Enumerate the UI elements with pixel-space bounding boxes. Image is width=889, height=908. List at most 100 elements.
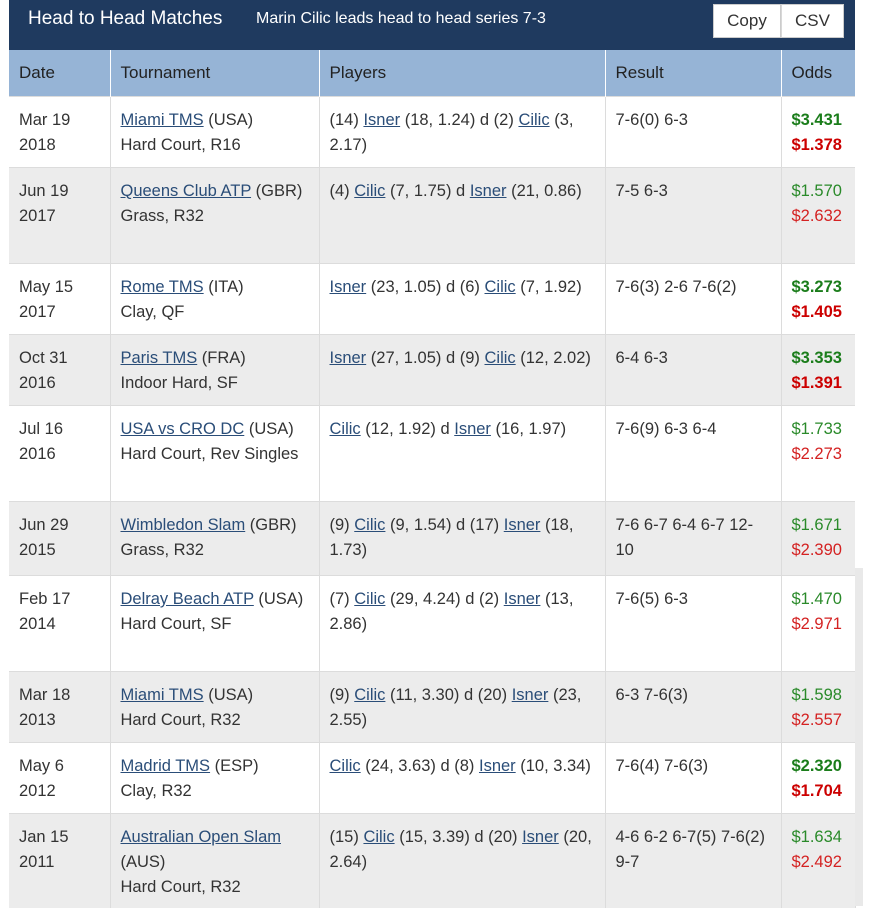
table-row: Mar 18 2013 Miami TMS (USA) Hard Court, R32…	[9, 671, 856, 743]
odds-winner: $1.733	[791, 420, 842, 438]
tournament-link[interactable]: Miami TMS	[120, 111, 204, 129]
date-year: 2016	[19, 374, 56, 392]
tournament-link[interactable]: USA vs CRO DC	[120, 420, 245, 438]
tournament-link[interactable]: Australian Open Slam	[120, 828, 282, 846]
cell-tournament: Miami TMS (USA) Hard Court, R32	[110, 671, 320, 743]
player1-link[interactable]: Cilic	[354, 182, 386, 200]
cell-tournament: Australian Open Slam (AUS) Hard Court, R3…	[110, 813, 320, 908]
player2-link[interactable]: Cilic	[484, 278, 516, 296]
player1-seed: (14)	[329, 111, 364, 129]
col-tournament-header[interactable]: Tournament	[110, 50, 320, 97]
col-odds-header[interactable]: Odds	[781, 50, 856, 97]
cell-date: May 6 2012	[9, 742, 111, 814]
player1-link[interactable]: Cilic	[354, 686, 386, 704]
player2-info: (3, 2.17)	[329, 111, 574, 154]
tournament-surface-round: Hard Court, SF	[120, 615, 232, 633]
col-players-header[interactable]: Players	[319, 50, 606, 97]
odds-loser: $1.378	[791, 136, 842, 154]
player2-link[interactable]: Isner	[454, 420, 491, 438]
player1-link[interactable]: Cilic	[329, 757, 361, 775]
table-row: May 6 2012 Madrid TMS (ESP) Clay, R32 Cilic …	[9, 742, 856, 814]
date-day: May 6	[19, 757, 64, 775]
player2-link[interactable]: Cilic	[484, 349, 516, 367]
tournament-link[interactable]: Queens Club ATP	[120, 182, 252, 200]
match-info: (9, 1.54) d (17)	[385, 516, 504, 534]
match-info: (11, 3.30) d (20)	[385, 686, 512, 704]
table-row: Jan 15 2011 Australian Open Slam (AUS) Hard…	[9, 813, 856, 908]
cell-result: 6-3 7-6(3)	[605, 671, 782, 743]
player1-link[interactable]: Cilic	[354, 516, 386, 534]
tournament-link[interactable]: Delray Beach ATP	[120, 590, 254, 608]
date-year: 2017	[19, 303, 56, 321]
player2-info: (20, 2.64)	[329, 828, 592, 871]
player1-link[interactable]: Isner	[329, 349, 367, 367]
date-year: 2011	[19, 853, 55, 871]
date-year: 2013	[19, 711, 56, 729]
cell-odds: $1.470 $2.971	[781, 575, 856, 672]
player2-info: (7, 1.92)	[515, 278, 582, 296]
cell-result: 7-6(5) 6-3	[605, 575, 782, 672]
player2-link[interactable]: Isner	[469, 182, 507, 200]
tournament-link[interactable]: Paris TMS	[120, 349, 198, 367]
tournament-link[interactable]: Miami TMS	[120, 686, 204, 704]
match-info: (29, 4.24) d (2)	[385, 590, 504, 608]
cell-players: (7) Cilic (29, 4.24) d (2) Isner (13, 2.…	[319, 575, 606, 672]
odds-winner: $3.273	[791, 278, 842, 296]
tournament-surface-round: Indoor Hard, SF	[120, 374, 238, 392]
tournament-link[interactable]: Wimbledon Slam	[120, 516, 246, 534]
csv-button[interactable]: CSV	[781, 4, 844, 38]
player2-link[interactable]: Isner	[503, 516, 541, 534]
tournament-surface-round: Hard Court, R32	[120, 711, 241, 729]
date-day: Jun 29	[19, 516, 69, 534]
player2-link[interactable]: Isner	[522, 828, 559, 846]
panel-title: Head to Head Matches	[28, 8, 223, 29]
player2-link[interactable]: Isner	[503, 590, 541, 608]
cell-tournament: Delray Beach ATP (USA) Hard Court, SF	[110, 575, 320, 672]
tournament-country: (USA)	[244, 420, 294, 438]
cell-odds: $1.733 $2.273	[781, 405, 856, 502]
player1-link[interactable]: Cilic	[354, 590, 386, 608]
tournament-link[interactable]: Rome TMS	[120, 278, 204, 296]
player1-link[interactable]: Cilic	[363, 828, 395, 846]
player2-link[interactable]: Cilic	[518, 111, 550, 129]
match-info: (27, 1.05) d (9)	[366, 349, 485, 367]
cell-players: Isner (27, 1.05) d (9) Cilic (12, 2.02)	[319, 334, 606, 406]
player2-info: (21, 0.86)	[506, 182, 582, 200]
col-date-header[interactable]: Date	[9, 50, 111, 97]
tournament-country: (GBR)	[251, 182, 303, 200]
date-day: Feb 17	[19, 590, 71, 608]
odds-winner: $1.598	[791, 686, 842, 704]
player2-link[interactable]: Isner	[478, 757, 516, 775]
cell-result: 7-5 6-3	[605, 167, 782, 264]
date-day: Oct 31	[19, 349, 68, 367]
tournament-country: (GBR)	[245, 516, 297, 534]
player1-link[interactable]: Isner	[363, 111, 401, 129]
player1-link[interactable]: Cilic	[329, 420, 361, 438]
cell-players: (14) Isner (18, 1.24) d (2) Cilic (3, 2.…	[319, 96, 606, 168]
tournament-country: (USA)	[203, 111, 254, 129]
tournament-surface-round: Clay, R32	[120, 782, 192, 800]
player2-link[interactable]: Isner	[511, 686, 549, 704]
cell-date: Mar 19 2018	[9, 96, 111, 168]
table-header-row: Date Tournament Players Result Odds	[9, 50, 856, 97]
player1-seed: (9)	[329, 516, 355, 534]
cell-odds: $3.353 $1.391	[781, 334, 856, 406]
export-buttons: Copy CSV	[713, 4, 844, 38]
odds-winner: $1.671	[791, 516, 842, 534]
odds-winner: $1.570	[791, 182, 842, 200]
col-result-header[interactable]: Result	[605, 50, 782, 97]
cell-players: Isner (23, 1.05) d (6) Cilic (7, 1.92)	[319, 263, 606, 335]
cell-result: 7-6(0) 6-3	[605, 96, 782, 168]
odds-loser: $2.632	[791, 207, 842, 225]
cell-tournament: Paris TMS (FRA) Indoor Hard, SF	[110, 334, 320, 406]
tournament-link[interactable]: Madrid TMS	[120, 757, 211, 775]
player2-info: (12, 2.02)	[515, 349, 591, 367]
odds-loser: $1.704	[791, 782, 842, 800]
player1-link[interactable]: Isner	[329, 278, 367, 296]
player2-info: (10, 3.34)	[515, 757, 591, 775]
match-info: (12, 1.92) d	[360, 420, 455, 438]
cell-tournament: Rome TMS (ITA) Clay, QF	[110, 263, 320, 335]
tournament-surface-round: Hard Court, R16	[120, 136, 241, 154]
match-info: (15, 3.39) d (20)	[394, 828, 523, 846]
copy-button[interactable]: Copy	[713, 4, 781, 38]
